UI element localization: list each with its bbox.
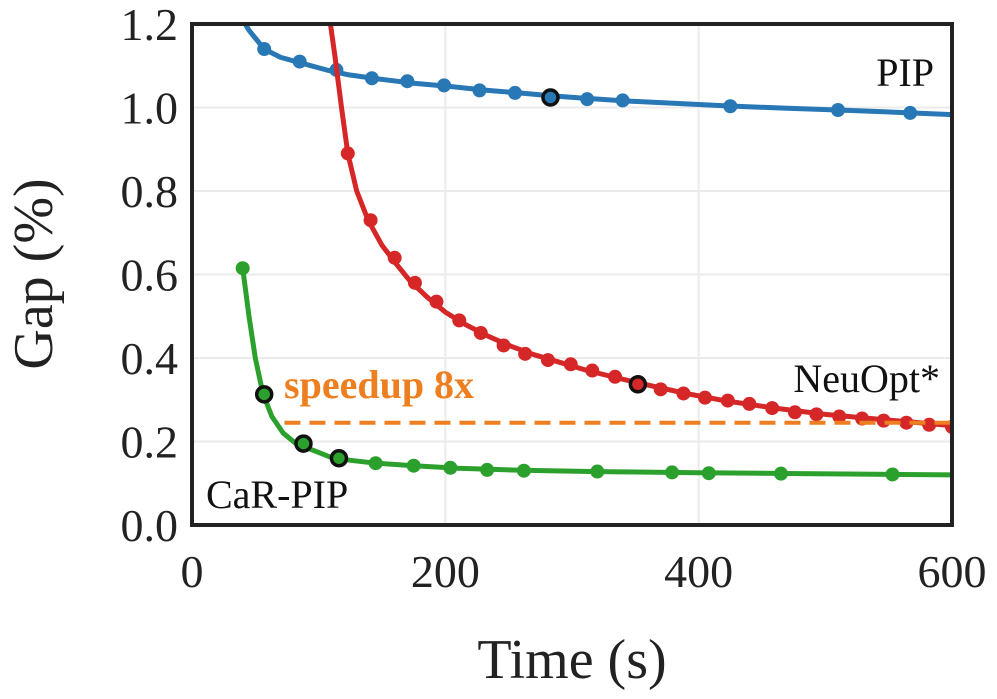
data-point-neuopt	[720, 393, 735, 408]
data-point-car-pip	[443, 460, 458, 475]
x-tick-label: 400	[664, 546, 733, 597]
data-point-car-pip	[701, 466, 716, 481]
y-tick-label: 0.4	[121, 333, 179, 384]
data-point-car-pip	[774, 466, 788, 481]
data-point-pip	[615, 93, 630, 108]
data-point-neuopt	[496, 338, 511, 353]
data-point-pip	[508, 85, 522, 100]
data-point-neuopt	[676, 386, 691, 401]
data-point-pip	[903, 105, 918, 120]
x-tick-label: 200	[411, 546, 480, 597]
data-point-neuopt	[429, 294, 444, 309]
data-point-neuopt	[765, 401, 780, 416]
data-point-neuopt	[585, 363, 600, 378]
data-point-neuopt	[698, 390, 712, 405]
data-point-neuopt	[563, 357, 578, 372]
data-point-neuopt	[653, 382, 668, 397]
data-point-neuopt	[363, 213, 378, 228]
data-point-pip	[580, 92, 595, 107]
tick-labels: 0 200 400 600 0.0 0.2 0.4 0.6 0.8 1.0 1.2	[121, 0, 987, 597]
data-point-pip	[257, 42, 272, 57]
speedup-annotation-label: speedup 8x	[284, 362, 474, 407]
data-point-neuopt	[809, 407, 824, 422]
y-tick-label: 0.6	[121, 250, 179, 301]
y-tick-label: 0.8	[121, 166, 179, 217]
data-point-pip	[831, 103, 845, 118]
data-point-neuopt	[876, 413, 891, 428]
data-point-neuopt	[608, 369, 623, 384]
data-point-neuopt	[540, 353, 555, 368]
data-point-car-pip	[406, 458, 421, 473]
data-point-neuopt	[518, 346, 533, 361]
highlighted-point-neuopt	[628, 375, 648, 394]
data-point-pip	[364, 71, 379, 86]
data-point-neuopt	[922, 417, 937, 432]
data-point-car-pip	[480, 462, 495, 477]
data-point-neuopt	[407, 275, 422, 290]
data-point-car-pip	[590, 464, 605, 479]
data-point-neuopt	[832, 409, 847, 424]
y-axis-title: Gap (%)	[3, 178, 65, 369]
x-tick-label: 600	[918, 546, 987, 597]
highlighted-point-car-pip	[294, 434, 313, 453]
highlighted-point-pip	[541, 88, 560, 107]
data-point-neuopt	[387, 250, 402, 265]
data-point-pip	[437, 78, 452, 93]
y-tick-label: 0.2	[121, 417, 179, 468]
x-axis-title: Time (s)	[477, 629, 666, 691]
data-point-car-pip	[885, 467, 900, 482]
data-point-pip	[472, 83, 487, 98]
series-label-car-pip: CaR-PIP	[206, 472, 348, 517]
x-tick-label: 0	[181, 546, 204, 597]
data-point-neuopt	[473, 325, 488, 340]
data-point-car-pip	[665, 465, 680, 480]
y-tick-label: 0.0	[121, 500, 179, 551]
data-point-car-pip	[516, 463, 531, 478]
y-tick-label: 1.2	[121, 0, 179, 50]
data-point-pip	[292, 54, 307, 69]
highlighted-point-car-pip	[329, 448, 349, 468]
data-point-pip	[723, 99, 738, 114]
data-point-neuopt	[340, 146, 355, 161]
plot-frame	[190, 22, 954, 527]
data-point-neuopt	[787, 405, 802, 420]
data-point-car-pip	[368, 456, 383, 471]
data-point-neuopt	[742, 396, 757, 411]
series-layer	[235, 24, 952, 482]
data-point-neuopt	[452, 313, 467, 328]
data-point-car-pip	[235, 261, 250, 276]
highlighted-point-car-pip	[254, 385, 274, 404]
data-point-pip	[400, 74, 415, 89]
y-tick-label: 1.0	[121, 83, 179, 134]
data-point-neuopt	[899, 415, 914, 430]
series-label-neuopt: NeuOpt*	[793, 356, 940, 401]
series-label-pip: PIP	[876, 50, 934, 95]
